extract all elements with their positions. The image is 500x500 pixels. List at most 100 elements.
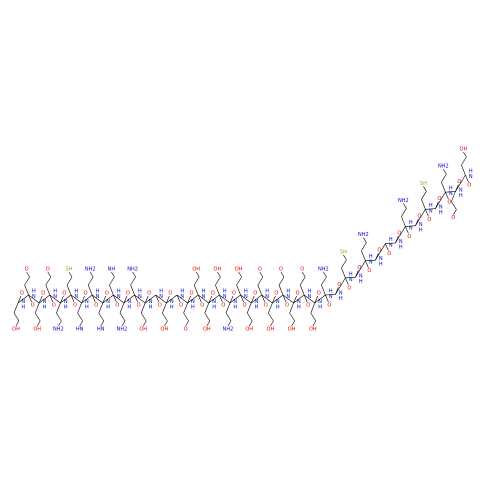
bond [134,294,146,304]
atom-label: H [149,305,153,311]
bond [208,295,213,304]
atom-label: NH2 [127,267,138,273]
atom-label: H [191,305,195,311]
atom-label: N [149,299,153,305]
bond [155,294,160,303]
atom-label: N [318,299,322,305]
bond [415,209,426,227]
atom-label: H [106,305,110,311]
atom-label: H [43,305,47,311]
atom-label: N [349,277,353,283]
bond [28,294,32,303]
bond [162,302,167,314]
atom-label: H [74,289,78,295]
bond [26,271,30,278]
atom-label: O [264,303,268,309]
atom-label: H [419,227,423,233]
bond [66,284,72,296]
atom-label: N [244,294,248,300]
bond [13,312,20,322]
atom-label: H [429,203,433,209]
atom-label: H [399,245,403,251]
bond [166,294,178,304]
atom-label: O [300,267,304,273]
bond [176,294,181,303]
atom-label: H [439,210,443,216]
atom-label: N [223,294,227,300]
atom-label: H [170,305,174,311]
bond [102,294,114,304]
atom-label: H [449,186,453,192]
atom-label: H [255,305,259,311]
atom-label: N [159,294,163,300]
atom-label: N [308,294,312,300]
bond [219,294,231,304]
bond [130,284,135,296]
bond [425,209,429,217]
atom-label: HN [97,327,105,333]
atom-label: N [170,299,174,305]
bond [272,294,284,304]
bond [251,294,262,304]
atom-label: N [459,188,463,194]
atom-label: O [317,291,321,297]
bond [70,294,82,304]
atom-label: O [73,303,77,309]
atom-label: H [359,279,363,285]
atom-label: O [190,291,194,297]
atom-label: SH [420,181,427,187]
atom-label: H [223,289,227,295]
bond [144,295,149,304]
bond [403,203,407,209]
bond [87,284,93,296]
atom-label: O [427,217,431,223]
atom-label: O [279,267,283,273]
bond [272,295,276,304]
bond [87,276,94,286]
bond [314,294,326,304]
bond [291,320,295,327]
atom-label: N [429,208,433,214]
atom-label: O [84,291,88,297]
bond [111,271,115,278]
atom-label: O [105,291,109,297]
atom-label: OH [245,327,253,333]
bond [246,312,253,322]
bond [60,294,72,304]
bond [17,294,29,304]
bond [421,199,426,210]
bond [49,294,61,304]
atom-label: H [244,289,248,295]
atom-label: OH [203,327,211,333]
atom-label: H [212,305,216,311]
bond [443,168,447,175]
atom-label: O [243,303,247,309]
atom-label: O [31,303,35,309]
bond [303,294,308,303]
bond [451,191,456,202]
bond [425,208,436,210]
bond [405,225,416,227]
atom-label: N [53,294,57,300]
atom-label: H [308,289,312,295]
atom-label: H [389,237,393,243]
bond [208,294,220,304]
bond [301,271,306,278]
bond [345,276,356,279]
bond [60,295,64,304]
atom-label: O [41,291,45,297]
bond [257,276,264,286]
bond [227,320,232,327]
atom-label: H [469,169,473,175]
bond [36,320,41,327]
bond [193,276,200,286]
bond [92,294,103,304]
bond [401,208,407,217]
atom-label: O [232,291,236,297]
bond [77,302,82,314]
bond [361,250,366,261]
atom-label: O [437,196,441,202]
bond [176,294,188,304]
bond [109,276,115,286]
bond [121,320,126,327]
